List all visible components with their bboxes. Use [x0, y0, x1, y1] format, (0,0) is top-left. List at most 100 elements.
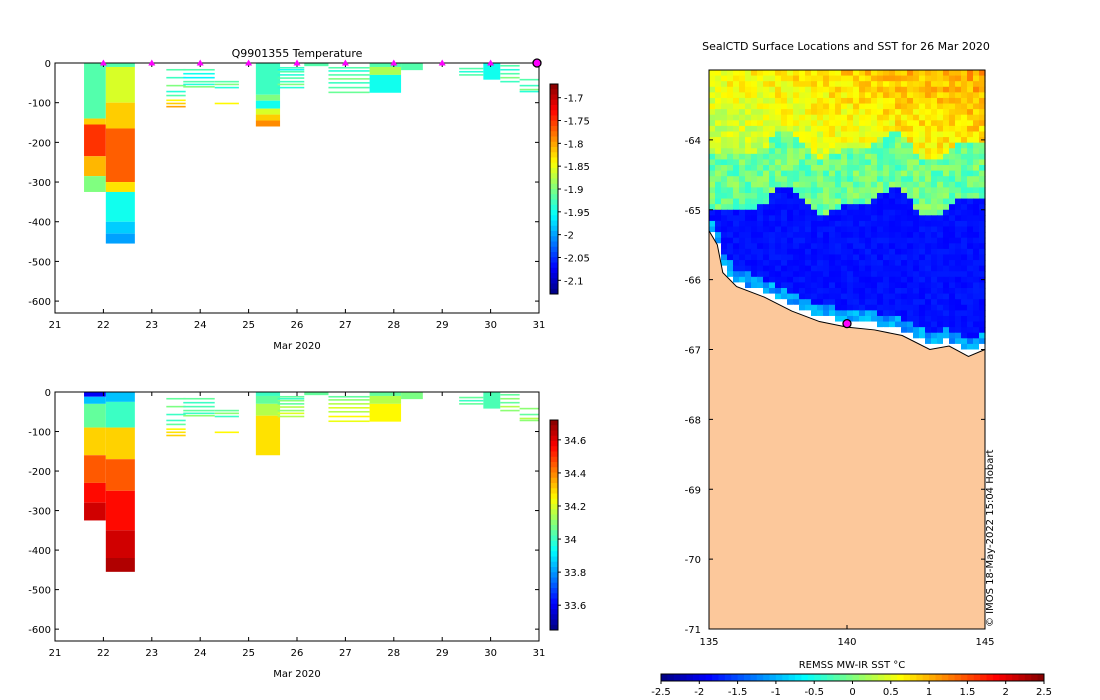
sst-cell — [799, 75, 806, 82]
sst-cell — [823, 198, 830, 205]
sst-cell — [949, 282, 956, 289]
sst-cell — [829, 148, 836, 155]
sst-cell — [871, 114, 878, 121]
profile-10-band-0 — [401, 63, 423, 71]
sst-cell — [889, 109, 896, 116]
profile-0-band-6 — [84, 502, 106, 521]
sst-cell — [889, 321, 896, 328]
sst-cell — [871, 226, 878, 233]
sst-cell — [799, 204, 806, 211]
sst-cell — [739, 131, 746, 138]
sst-cell — [859, 265, 866, 272]
sst-cell — [901, 192, 908, 200]
sst-cell — [979, 215, 986, 222]
sst-cell — [967, 293, 974, 300]
sst-cell — [787, 114, 794, 121]
sst-cell — [817, 248, 824, 256]
sst-cell — [793, 198, 800, 205]
sst-cell — [979, 181, 986, 188]
sst-cell — [751, 209, 758, 216]
sst-cell — [835, 176, 842, 183]
sst-cell — [727, 125, 734, 133]
sst-cell — [955, 92, 962, 99]
sst-cell — [973, 153, 980, 161]
sst-cell — [967, 254, 974, 261]
sst-cell — [943, 304, 950, 311]
sst-cell — [763, 109, 770, 116]
sst-cell — [889, 315, 896, 323]
sst-cell — [919, 137, 926, 144]
sst-cell — [811, 192, 818, 200]
sst-cell — [781, 142, 788, 149]
sst-cell — [883, 282, 890, 289]
sst-cell — [883, 103, 890, 110]
sst-colorbar-tick-label: 1.5 — [959, 687, 975, 698]
sst-cell — [877, 153, 884, 161]
sst-cell — [931, 81, 938, 88]
sst-cell — [829, 131, 836, 138]
sst-cell — [751, 97, 758, 105]
sst-cell — [829, 288, 836, 295]
sst-cell — [979, 92, 986, 99]
sst-cell — [793, 159, 800, 166]
sst-cell — [895, 97, 902, 105]
sst-cell — [715, 209, 722, 216]
sst-cell — [853, 81, 860, 88]
sst-cell — [973, 310, 980, 317]
sst-cell — [853, 159, 860, 166]
sst-cell — [901, 299, 908, 306]
sst-cell — [745, 92, 752, 99]
salinity-x-label: Mar 2020 — [273, 669, 321, 680]
sst-cell — [967, 276, 974, 284]
sst-cell — [925, 159, 932, 166]
map-y-tick-label: -68 — [685, 415, 701, 426]
profile-13-line-2 — [500, 401, 520, 404]
temperature-profiles — [84, 63, 539, 244]
sst-cell — [907, 282, 914, 289]
sst-cell — [937, 293, 944, 300]
sst-cell — [889, 215, 896, 222]
sst-cell — [721, 204, 728, 211]
sst-cell — [823, 226, 830, 233]
sst-cell — [727, 265, 734, 272]
sst-cell — [805, 204, 812, 211]
sst-cell — [805, 131, 812, 138]
sst-cell — [955, 237, 962, 244]
sst-cell — [829, 120, 836, 127]
sst-cell — [835, 321, 842, 328]
sst-cell — [853, 97, 860, 105]
profile-0-band-4 — [84, 176, 106, 192]
sst-cell — [751, 215, 758, 222]
sst-cell — [841, 232, 848, 239]
sst-cell — [805, 232, 812, 239]
sst-cell — [847, 120, 854, 127]
x-tick-label: 23 — [145, 648, 158, 659]
sst-cell — [793, 81, 800, 88]
sst-cell — [715, 148, 722, 155]
sst-cell — [871, 220, 878, 228]
sst-cell — [817, 148, 824, 155]
sst-colorbar-swatch — [961, 674, 968, 681]
sst-cell — [835, 288, 842, 295]
sst-cell — [937, 92, 944, 99]
sst-cell — [733, 276, 740, 284]
profile-11-line-1 — [459, 70, 484, 73]
sst-cell — [967, 153, 974, 161]
sst-cell — [781, 159, 788, 166]
sst-cell — [799, 299, 806, 306]
sst-cell — [949, 81, 956, 88]
profile-2-line-7 — [166, 105, 186, 108]
sst-cell — [889, 97, 896, 105]
sst-cell — [871, 271, 878, 278]
sst-cell — [727, 148, 734, 155]
sst-cell — [883, 153, 890, 161]
sst-cell — [883, 176, 890, 183]
sst-cell — [727, 81, 734, 88]
colorbar-swatch — [550, 561, 558, 568]
sst-cell — [877, 271, 884, 278]
sst-cell — [913, 81, 920, 88]
sst-cell — [889, 327, 896, 334]
profile-11-line-2 — [459, 403, 484, 405]
sst-cell — [949, 310, 956, 317]
sst-cell — [925, 114, 932, 121]
